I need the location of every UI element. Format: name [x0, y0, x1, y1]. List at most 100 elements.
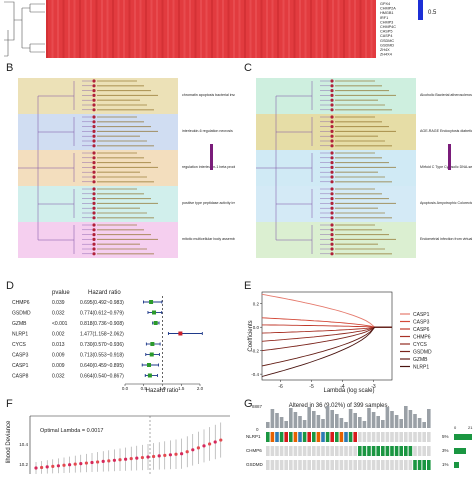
oncoprint-cell [330, 460, 334, 470]
oncoprint-cell [371, 460, 376, 470]
tmb-bar [330, 410, 334, 428]
cv-point [185, 450, 189, 454]
cv-point [174, 452, 178, 456]
cv-point [40, 465, 44, 470]
forest-hr-text: 0.713(0.553~0.918) [80, 353, 124, 359]
tree-bracket [276, 81, 313, 110]
term-dot [92, 237, 96, 241]
oncoprint-cell [298, 432, 302, 442]
term-dot [330, 197, 334, 201]
oncoprint-cell [302, 460, 307, 470]
forest-pvalue: <0.001 [52, 321, 68, 327]
oncoprint-pct: 1% [442, 462, 449, 467]
gene-label: GSDMC [380, 39, 394, 43]
heatmap-stripe [112, 0, 114, 58]
heatmap-stripe [46, 0, 48, 58]
heatmap-stripe [348, 0, 351, 58]
term-dot [330, 115, 334, 119]
cv-point [135, 456, 139, 460]
forest-tick-label: 1.0 [159, 386, 166, 391]
term-dot [92, 187, 96, 191]
oncoprint-cell [404, 446, 408, 456]
cv-point [112, 458, 116, 462]
oncoprint-cell [390, 446, 394, 456]
oncoprint-cell [394, 446, 399, 456]
tmb-bar [321, 419, 325, 428]
oncoprint-cell [358, 446, 362, 456]
oncoprint-gene: CHMP6 [246, 448, 262, 453]
forest-hr-text: 0.640(0.459~0.895) [80, 363, 124, 369]
oncoprint-cell [321, 460, 325, 470]
cluster-label: interleukin-6 regulation necrosis [182, 129, 233, 133]
term-dot [330, 98, 334, 102]
heatmap-stripe [167, 0, 169, 58]
cv-ylabel: lihood Deviance [6, 420, 12, 463]
lasso-legend-label: CASP3 [413, 320, 430, 326]
term-dot [92, 161, 96, 165]
term-dot [92, 228, 96, 232]
heatmap-stripe [106, 0, 109, 58]
gene-label: CHMP3 [380, 20, 393, 24]
oncoprint-cell [321, 446, 325, 456]
tree-root [256, 96, 277, 240]
oncoprint-cell [353, 446, 357, 456]
cluster-label: Endometrial infection from virtual Pancr… [420, 237, 472, 241]
cv-point [107, 459, 111, 463]
lasso-y-tick-label: -0.2 [251, 349, 259, 354]
term-dot [92, 247, 96, 251]
lasso-path [262, 324, 392, 328]
tree-bracket [38, 225, 75, 254]
heatmap-stripe [304, 0, 307, 58]
heatmap-stripe [205, 0, 208, 58]
term-dot [92, 165, 96, 169]
term-dot [330, 89, 334, 93]
tmb-bar [316, 415, 321, 428]
oncoprint-cell [266, 432, 270, 442]
cluster-label: positive type peptidase activity involve… [182, 201, 235, 205]
heatmap-stripe [161, 0, 164, 58]
tree-bracket [276, 225, 313, 254]
cv-y-tick: 10.2 [19, 462, 28, 467]
heatmap-stripe [79, 0, 81, 58]
forest-pvalue: 0.002 [52, 332, 65, 338]
heatmap-stripe [238, 0, 241, 58]
oncoprint-cell [307, 432, 311, 442]
panel-g-oncoprint: Altered in 36 (9.02%) of 399 samples. 88… [246, 403, 473, 470]
term-dot [330, 125, 334, 129]
oncoprint-cell [279, 446, 284, 456]
cv-point [168, 453, 172, 457]
forest-hr-text: 0.774(0.612~0.979) [80, 311, 124, 317]
forest-tick-label: 0.0 [122, 386, 129, 391]
forest-pvalue: 0.032 [52, 311, 65, 317]
forest-gene-label: CASP1 [12, 363, 29, 369]
oncoprint-right-axis: 0 [454, 425, 457, 430]
cv-y-tick: 10.4 [19, 442, 28, 447]
term-dot [330, 170, 334, 174]
tmb-bar [289, 408, 293, 428]
term-dot [92, 201, 96, 205]
lasso-path [261, 326, 392, 377]
oncoprint-cell [399, 460, 403, 470]
heatmap-stripe [62, 0, 65, 58]
heatmap-stripe [73, 0, 76, 58]
term-dot [92, 144, 96, 148]
term-dot [92, 223, 96, 227]
term-dot [330, 165, 334, 169]
oncoprint-cell [270, 460, 275, 470]
oncoprint-cell [381, 432, 385, 442]
panel-c: Alcoholic Bacterial atherosclerosis viru… [248, 74, 474, 274]
oncoprint-cell [367, 432, 371, 442]
forest-pvalue: 0.039 [52, 300, 65, 306]
oncoprint-cell [335, 446, 339, 456]
lasso-y-tick-label: -0.4 [251, 372, 259, 377]
heatmap-stripe [244, 0, 246, 58]
term-dot [92, 134, 96, 138]
oncoprint-cell [275, 460, 279, 470]
term-dot [330, 206, 334, 210]
oncoprint-right-axis: 21 [468, 425, 473, 430]
term-dot [330, 237, 334, 241]
oncoprint-cell [307, 460, 311, 470]
oncoprint-cell [335, 432, 339, 442]
tmb-bar [404, 406, 408, 428]
term-dot [330, 216, 334, 220]
